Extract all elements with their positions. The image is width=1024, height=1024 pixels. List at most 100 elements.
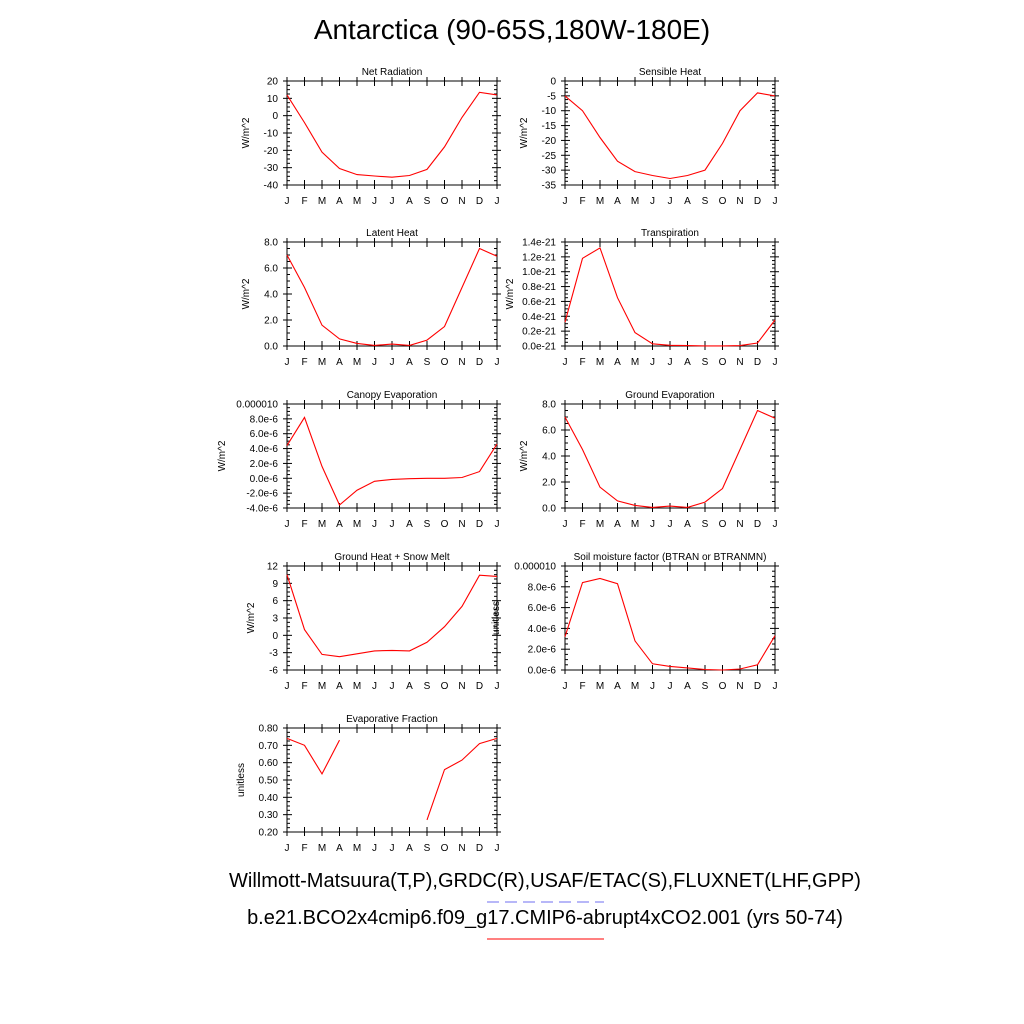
x-tick-label: M	[318, 681, 326, 692]
x-tick-label: J	[285, 357, 290, 368]
x-tick-label: S	[424, 519, 431, 530]
x-tick-label: M	[631, 196, 639, 207]
y-tick-label: 10	[267, 94, 279, 105]
chart-title: Net Radiation	[362, 67, 423, 78]
model-caption: b.e21.BCO2x4cmip6.f09_g17.CMIP6-abrupt4x…	[247, 907, 843, 929]
x-tick-label: D	[754, 196, 761, 207]
y-axis-label: W/m^2	[217, 440, 228, 471]
y-tick-label: 0	[550, 77, 556, 88]
x-tick-label: F	[301, 196, 307, 207]
x-tick-label: O	[441, 196, 449, 207]
x-tick-label: J	[285, 519, 290, 530]
x-tick-label: N	[458, 681, 465, 692]
y-tick-label: -20	[264, 146, 279, 157]
y-tick-label: 0.6e-21	[522, 297, 556, 308]
x-tick-label: M	[596, 681, 604, 692]
x-tick-label: J	[372, 843, 377, 854]
x-tick-label: M	[631, 681, 639, 692]
y-tick-label: 8.0	[542, 400, 556, 411]
x-tick-label: J	[563, 357, 568, 368]
y-tick-label: 12	[267, 562, 279, 573]
chart-title: Ground Heat + Snow Melt	[334, 552, 450, 563]
x-tick-label: J	[390, 843, 395, 854]
x-tick-label: J	[372, 357, 377, 368]
y-tick-label: 0.0e-6	[528, 666, 557, 677]
x-tick-label: F	[301, 357, 307, 368]
x-tick-label: J	[390, 357, 395, 368]
x-tick-label: O	[719, 357, 727, 368]
y-tick-label: 1.4e-21	[522, 238, 556, 249]
x-tick-label: D	[476, 519, 483, 530]
x-tick-label: M	[353, 681, 361, 692]
plot-frame	[564, 403, 776, 509]
x-tick-label: O	[719, 196, 727, 207]
y-tick-label: 2.0e-6	[528, 645, 557, 656]
y-tick-label: 0.4e-21	[522, 312, 556, 323]
x-tick-label: J	[668, 357, 673, 368]
x-tick-label: N	[458, 357, 465, 368]
x-tick-label: J	[650, 196, 655, 207]
x-tick-label: O	[441, 843, 449, 854]
y-tick-label: -6	[269, 666, 278, 677]
x-tick-label: M	[631, 357, 639, 368]
x-tick-label: O	[719, 519, 727, 530]
x-tick-label: D	[754, 357, 761, 368]
y-tick-label: -15	[542, 121, 557, 132]
y-tick-label: 8.0e-6	[250, 414, 279, 425]
x-tick-label: A	[684, 519, 691, 530]
series-line	[564, 92, 776, 180]
x-tick-label: F	[579, 519, 585, 530]
x-tick-label: J	[285, 843, 290, 854]
x-tick-label: M	[318, 196, 326, 207]
x-tick-label: D	[476, 357, 483, 368]
x-tick-label: J	[495, 357, 500, 368]
y-tick-label: -5	[547, 91, 556, 102]
chart-panel: Canopy Evaporation W/m^2 0.000010 8.0e-6 6.0…	[217, 390, 501, 530]
y-tick-label: 0	[272, 111, 278, 122]
x-tick-label: M	[631, 519, 639, 530]
y-tick-label: 0.8e-21	[522, 282, 556, 293]
y-tick-label: -10	[542, 106, 557, 117]
plot-frame	[564, 565, 776, 671]
chart-title: Canopy Evaporation	[347, 390, 438, 401]
x-tick-label: M	[596, 357, 604, 368]
series-line	[286, 737, 340, 776]
x-tick-label: J	[495, 843, 500, 854]
y-tick-label: 0.30	[259, 810, 279, 821]
x-tick-label: J	[285, 681, 290, 692]
x-tick-label: S	[702, 519, 709, 530]
x-tick-label: S	[424, 681, 431, 692]
x-tick-label: J	[390, 519, 395, 530]
y-tick-label: 2.0e-6	[250, 459, 279, 470]
x-tick-label: A	[406, 681, 413, 692]
y-tick-label: 2.0	[264, 316, 278, 327]
y-tick-label: 6.0	[542, 426, 556, 437]
x-tick-label: S	[424, 357, 431, 368]
x-tick-label: O	[441, 519, 449, 530]
y-tick-label: -35	[542, 181, 557, 192]
y-tick-label: 0.000010	[236, 400, 278, 411]
x-tick-label: M	[596, 519, 604, 530]
x-tick-label: M	[353, 843, 361, 854]
x-tick-label: D	[476, 843, 483, 854]
x-tick-label: J	[563, 519, 568, 530]
x-tick-label: N	[736, 519, 743, 530]
chart-title: Latent Heat	[366, 228, 418, 239]
chart-panel: Transpiration W/m^2 1.4e-21 1.2e-21 1.0e-21 0…	[505, 228, 779, 368]
x-tick-label: A	[336, 519, 343, 530]
y-tick-label: -40	[264, 181, 279, 192]
y-tick-label: 6.0	[264, 264, 278, 275]
series-line	[286, 416, 498, 506]
x-tick-label: A	[684, 357, 691, 368]
y-tick-label: 9	[272, 579, 278, 590]
x-tick-label: S	[424, 843, 431, 854]
x-tick-label: N	[736, 196, 743, 207]
x-tick-label: D	[754, 519, 761, 530]
y-tick-label: 2.0	[542, 478, 556, 489]
chart-panel: Sensible Heat W/m^2 0 -5 -10 -15 -20 -25 -30 -35 J…	[519, 67, 779, 207]
y-tick-label: 8.0e-6	[528, 582, 557, 593]
